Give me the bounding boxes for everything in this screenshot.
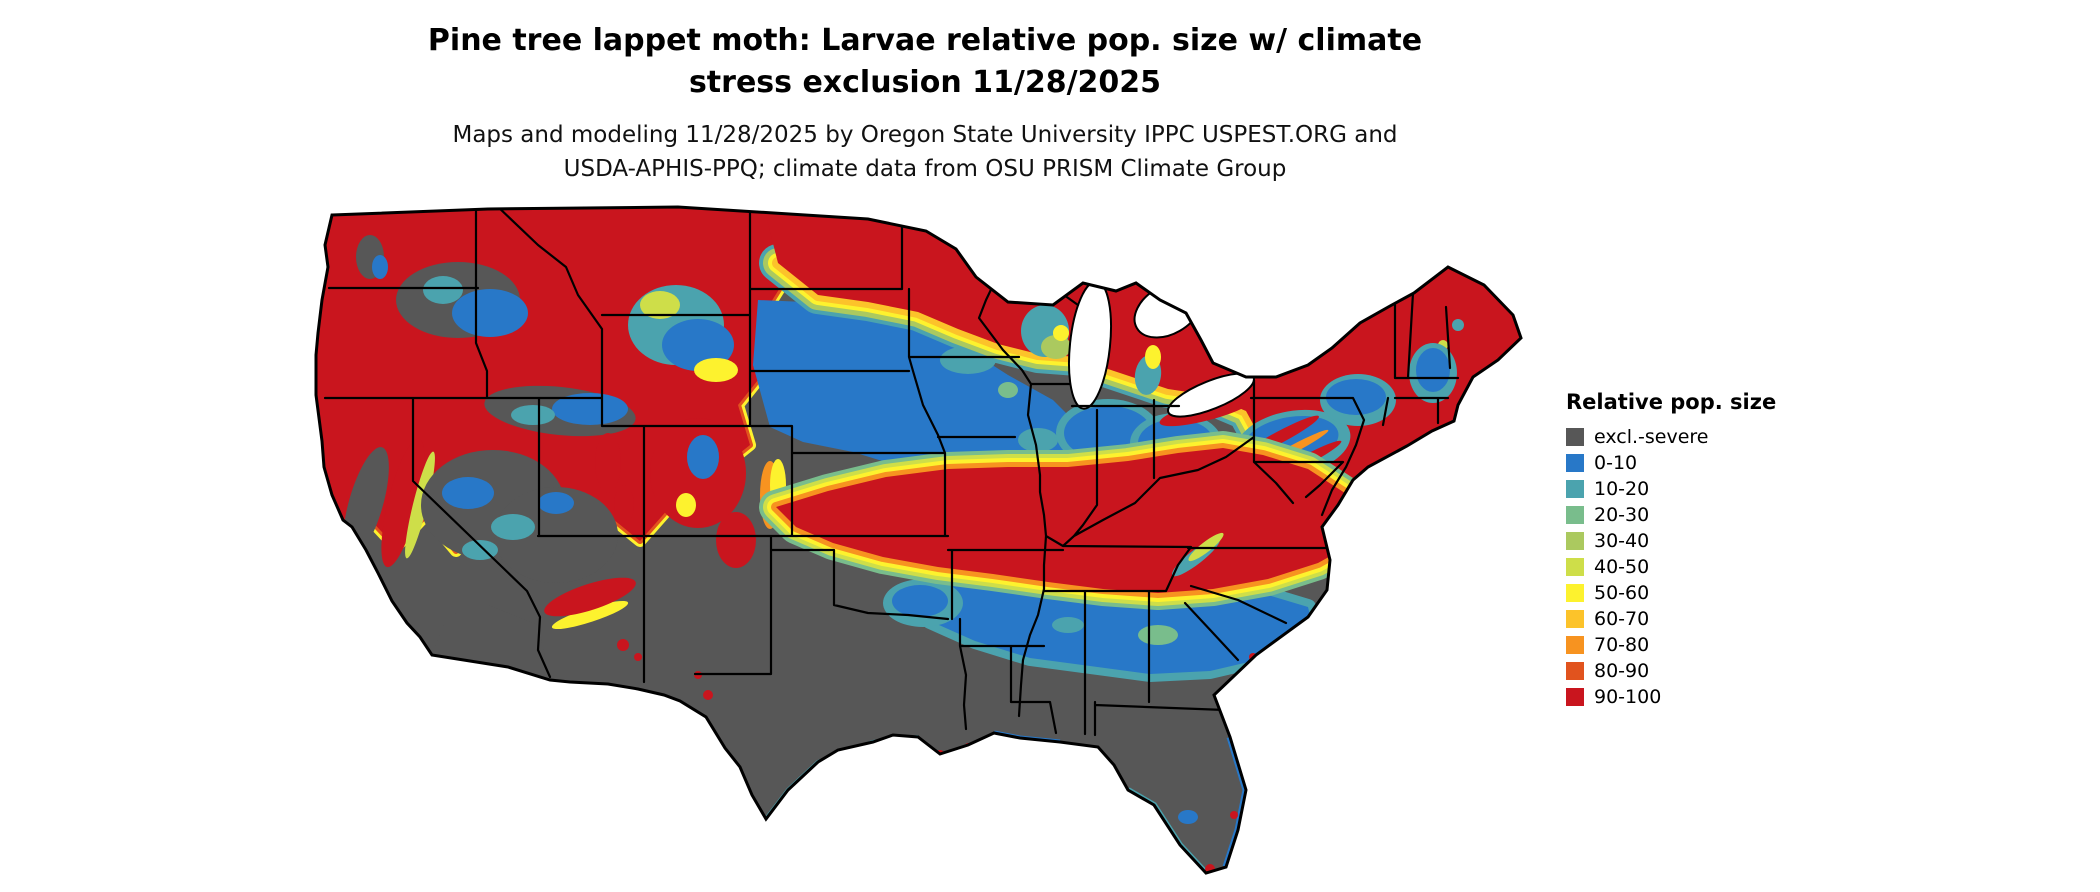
legend-item: 50-60	[1566, 580, 1826, 606]
figure-subtitle-line2: USDA-APHIS-PPQ; climate data from OSU PR…	[563, 156, 1287, 182]
legend-label: 10-20	[1594, 478, 1650, 500]
legend-item: 80-90	[1566, 658, 1826, 684]
legend-label: 80-90	[1594, 660, 1650, 682]
legend-item: 70-80	[1566, 632, 1826, 658]
legend-label: 60-70	[1594, 608, 1650, 630]
legend-swatch	[1566, 558, 1584, 576]
legend-swatch	[1566, 584, 1584, 602]
us-map-svg	[314, 205, 1523, 875]
legend-swatch	[1566, 532, 1584, 550]
figure-title-line1: Pine tree lappet moth: Larvae relative p…	[427, 23, 1423, 58]
legend-title: Relative pop. size	[1566, 390, 1777, 414]
legend-swatch	[1566, 428, 1584, 446]
legend-label: 0-10	[1594, 452, 1638, 474]
legend-label: excl.-severe	[1594, 426, 1709, 448]
legend-item: excl.-severe	[1566, 424, 1826, 450]
legend-swatch	[1566, 610, 1584, 628]
legend-label: 70-80	[1594, 634, 1650, 656]
legend-swatch	[1566, 636, 1584, 654]
figure-subtitle: Maps and modeling 11/28/2025 by Oregon S…	[270, 118, 1580, 186]
legend-item: 20-30	[1566, 502, 1826, 528]
legend-item: 60-70	[1566, 606, 1826, 632]
legend-label: 40-50	[1594, 556, 1650, 578]
state-borders	[323, 207, 1460, 737]
legend-item: 30-40	[1566, 528, 1826, 554]
figure-header: Pine tree lappet moth: Larvae relative p…	[270, 20, 1580, 186]
legend-swatch	[1566, 688, 1584, 706]
legend-swatch	[1566, 662, 1584, 680]
legend-label: 20-30	[1594, 504, 1650, 526]
legend-item: 10-20	[1566, 476, 1826, 502]
legend-item: 40-50	[1566, 554, 1826, 580]
legend: Relative pop. size excl.-severe 0-10 10-20…	[1566, 390, 1826, 710]
map-raster	[316, 207, 1521, 873]
legend-item: 0-10	[1566, 450, 1826, 476]
legend-item: 90-100	[1566, 684, 1826, 710]
legend-swatch	[1566, 506, 1584, 524]
legend-label: 30-40	[1594, 530, 1650, 552]
figure-subtitle-line1: Maps and modeling 11/28/2025 by Oregon S…	[452, 122, 1398, 148]
legend-label: 50-60	[1594, 582, 1650, 604]
figure-title-line2: stress exclusion 11/28/2025	[688, 65, 1162, 100]
legend-label: 90-100	[1594, 686, 1662, 708]
us-map	[308, 205, 1528, 881]
legend-items: excl.-severe 0-10 10-20 20-30 30-40 40-50 50-6…	[1566, 424, 1826, 710]
legend-swatch	[1566, 454, 1584, 472]
legend-swatch	[1566, 480, 1584, 498]
